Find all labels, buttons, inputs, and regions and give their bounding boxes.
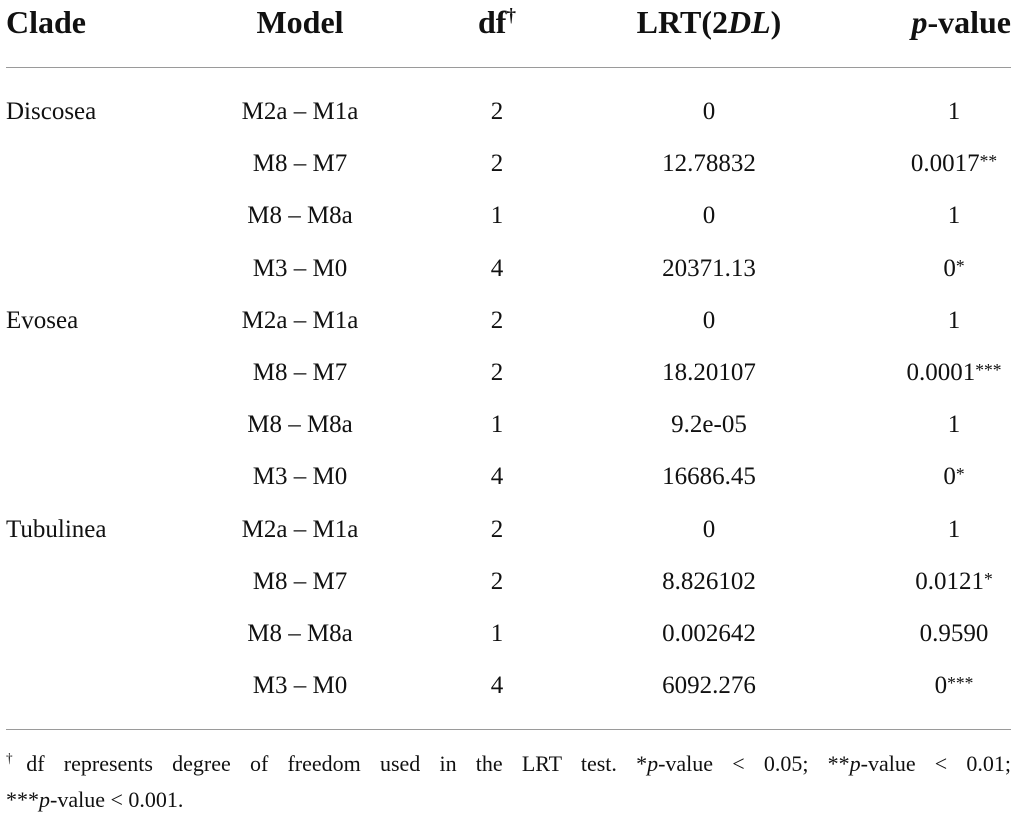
- significance-mark: *: [955, 464, 965, 485]
- cell-model: M3 – M0: [252, 254, 348, 282]
- table-row: M3 – M0 4 6092.276 0***: [0, 660, 1017, 712]
- cell-lrt: 16686.45: [662, 463, 756, 491]
- cell-clade: Discosea: [6, 98, 97, 125]
- footnote-p: p: [849, 751, 861, 776]
- header-lrt-italic: DL: [728, 4, 771, 40]
- header-lrt-suffix: ): [770, 4, 782, 40]
- cell-df: 2: [490, 515, 504, 543]
- cell-lrt: 18.20107: [662, 358, 756, 386]
- cell-p-value: 0.0017**: [910, 150, 998, 178]
- cell-clade: Evosea: [6, 306, 79, 334]
- table-row: M8 – M8a 1 0 1: [0, 190, 1017, 242]
- header-lrt: LRT(2DL): [637, 4, 782, 41]
- cell-p-value: 1: [947, 515, 961, 543]
- cell-lrt: 8.826102: [662, 567, 756, 595]
- header-p-italic: p: [911, 4, 928, 40]
- table-row: Discosea M2a – M1a 2 0 1: [0, 86, 1017, 138]
- significance-mark: ***: [947, 673, 974, 694]
- cell-df: 4: [490, 463, 504, 491]
- cell-p-value: 0.0001***: [906, 358, 1002, 386]
- footnote-dagger: †: [6, 750, 27, 766]
- cell-model: M8 – M8a: [247, 411, 353, 439]
- significance-mark: *: [984, 568, 993, 589]
- cell-df: 1: [490, 202, 504, 230]
- cell-p-value: 1: [947, 98, 961, 125]
- table-header: Clade Model df† LRT(2DL) p-value: [0, 0, 1017, 52]
- footnote-text: ***: [6, 787, 39, 812]
- cell-lrt: 0: [702, 202, 716, 230]
- header-rule: [6, 67, 1011, 68]
- cell-lrt: 6092.276: [662, 672, 756, 700]
- cell-model: M8 – M7: [252, 358, 348, 386]
- cell-df: 2: [490, 150, 504, 178]
- header-p-suffix: -value: [927, 4, 1011, 40]
- cell-lrt: 20371.13: [662, 254, 756, 282]
- cell-p-value: 0.9590: [919, 619, 989, 647]
- cell-model: M2a – M1a: [241, 515, 359, 543]
- cell-model: M2a – M1a: [241, 306, 359, 334]
- cell-df: 2: [490, 567, 504, 595]
- cell-lrt: 0: [702, 98, 716, 125]
- cell-p-value: 1: [947, 202, 961, 230]
- footnote-line-2: ***p-value < 0.001.: [6, 782, 1011, 818]
- dagger-mark: †: [506, 5, 517, 27]
- table-row: M3 – M0 4 20371.13 0*: [0, 243, 1017, 295]
- cell-model: M8 – M7: [252, 150, 348, 178]
- footnote-line-1: †df represents degree of freedom used in…: [6, 746, 1011, 782]
- cell-model: M3 – M0: [252, 463, 348, 491]
- footnote-text: df represents degree of freedom used in …: [26, 751, 648, 776]
- cell-clade: Tubulinea: [6, 515, 107, 543]
- cell-df: 1: [490, 411, 504, 439]
- header-model: Model: [256, 4, 344, 40]
- cell-model: M8 – M7: [252, 567, 348, 595]
- table-row: Tubulinea M2a – M1a 2 0 1: [0, 504, 1017, 556]
- cell-p-value: 0***: [934, 672, 974, 700]
- footnote-text: -value < 0.01;: [860, 751, 1011, 776]
- header-df-label: df: [477, 4, 507, 40]
- cell-p-value: 0*: [943, 254, 965, 282]
- significance-mark: **: [979, 151, 998, 172]
- cell-lrt: 0: [702, 515, 716, 543]
- cell-lrt: 0: [702, 306, 716, 334]
- header-df: df†: [478, 4, 516, 41]
- cell-p-value: 0.0121*: [915, 567, 993, 595]
- footnote-text: -value < 0.001.: [50, 787, 184, 812]
- footnote-p: p: [647, 751, 659, 776]
- table-footnote: †df represents degree of freedom used in…: [6, 746, 1011, 818]
- cell-lrt: 9.2e-05: [671, 411, 747, 439]
- significance-mark: *: [955, 255, 965, 276]
- bottom-rule: [6, 729, 1011, 730]
- footnote-text: -value < 0.05; **: [658, 751, 850, 776]
- cell-lrt: 12.78832: [662, 150, 756, 178]
- cell-lrt: 0.002642: [662, 619, 756, 647]
- cell-model: M3 – M0: [252, 672, 348, 700]
- cell-p-value: 1: [947, 306, 961, 334]
- cell-df: 2: [490, 358, 504, 386]
- cell-df: 1: [490, 619, 504, 647]
- table-body: Discosea M2a – M1a 2 0 1 M8 – M7 2 12.78832 0.00…: [0, 86, 1017, 712]
- cell-df: 2: [490, 98, 504, 125]
- cell-df: 2: [490, 306, 504, 334]
- header-clade: Clade: [6, 4, 86, 40]
- header-p-value: p-value: [911, 4, 1011, 41]
- table-row: M8 – M7 2 18.20107 0.0001***: [0, 347, 1017, 399]
- cell-df: 4: [490, 672, 504, 700]
- cell-p-value: 0*: [943, 463, 965, 491]
- significance-mark: ***: [975, 359, 1002, 380]
- cell-model: M8 – M8a: [247, 619, 353, 647]
- table-row: M8 – M7 2 8.826102 0.0121*: [0, 556, 1017, 608]
- footnote-p: p: [39, 787, 50, 812]
- header-lrt-prefix: LRT(2: [636, 4, 729, 40]
- cell-p-value: 1: [947, 411, 961, 439]
- cell-model: M8 – M8a: [247, 202, 353, 230]
- cell-df: 4: [490, 254, 504, 282]
- table-row: M3 – M0 4 16686.45 0*: [0, 451, 1017, 503]
- table-row: M8 – M7 2 12.78832 0.0017**: [0, 138, 1017, 190]
- table-row: Evosea M2a – M1a 2 0 1: [0, 295, 1017, 347]
- table-row: M8 – M8a 1 9.2e-05 1: [0, 399, 1017, 451]
- table-row: M8 – M8a 1 0.002642 0.9590: [0, 608, 1017, 660]
- cell-model: M2a – M1a: [241, 98, 359, 125]
